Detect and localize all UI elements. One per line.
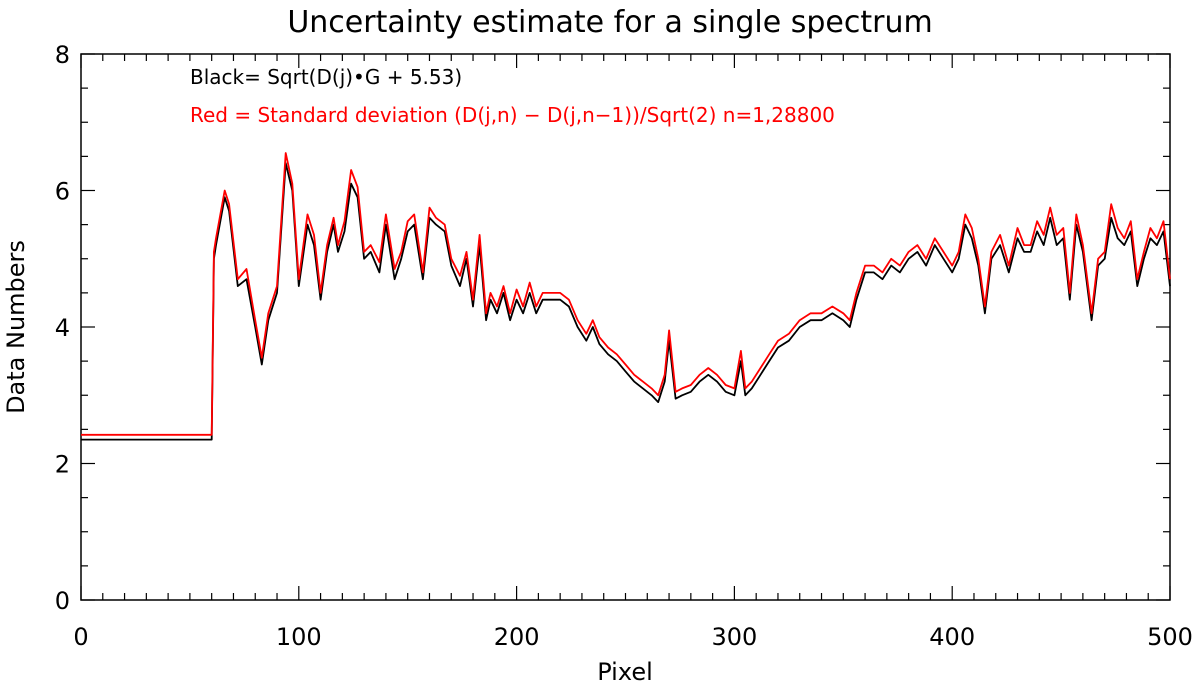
- series-layer: [81, 152, 1171, 441]
- x-axis-label: Pixel: [597, 658, 653, 686]
- y-tick-label: 6: [55, 178, 70, 206]
- x-tick-label: 200: [494, 623, 540, 651]
- series-line-black: [81, 162, 1171, 441]
- y-axis-ticks: 0 2 4 6 8: [55, 41, 1170, 615]
- annotation-black: Black= Sqrt(D(j)•G + 5.53): [190, 65, 462, 89]
- x-tick-label: 100: [276, 623, 322, 651]
- x-axis-ticks: 0 100 200 300 400 500: [73, 54, 1193, 651]
- y-tick-label: 4: [55, 314, 70, 342]
- y-axis-label: Data Numbers: [2, 240, 30, 414]
- x-tick-label: 400: [929, 623, 975, 651]
- x-tick-label: 300: [711, 623, 757, 651]
- y-tick-label: 2: [55, 451, 70, 479]
- x-tick-label: 0: [73, 623, 88, 651]
- annotation-red: Red = Standard deviation (D(j,n) − D(j,n…: [190, 103, 835, 127]
- x-tick-label: 500: [1147, 623, 1193, 651]
- y-tick-label: 8: [55, 41, 70, 69]
- chart-title: Uncertainty estimate for a single spectr…: [287, 5, 932, 40]
- plot-frame: [80, 53, 1171, 601]
- series-line-red: [81, 152, 1171, 436]
- y-tick-label: 0: [55, 587, 70, 615]
